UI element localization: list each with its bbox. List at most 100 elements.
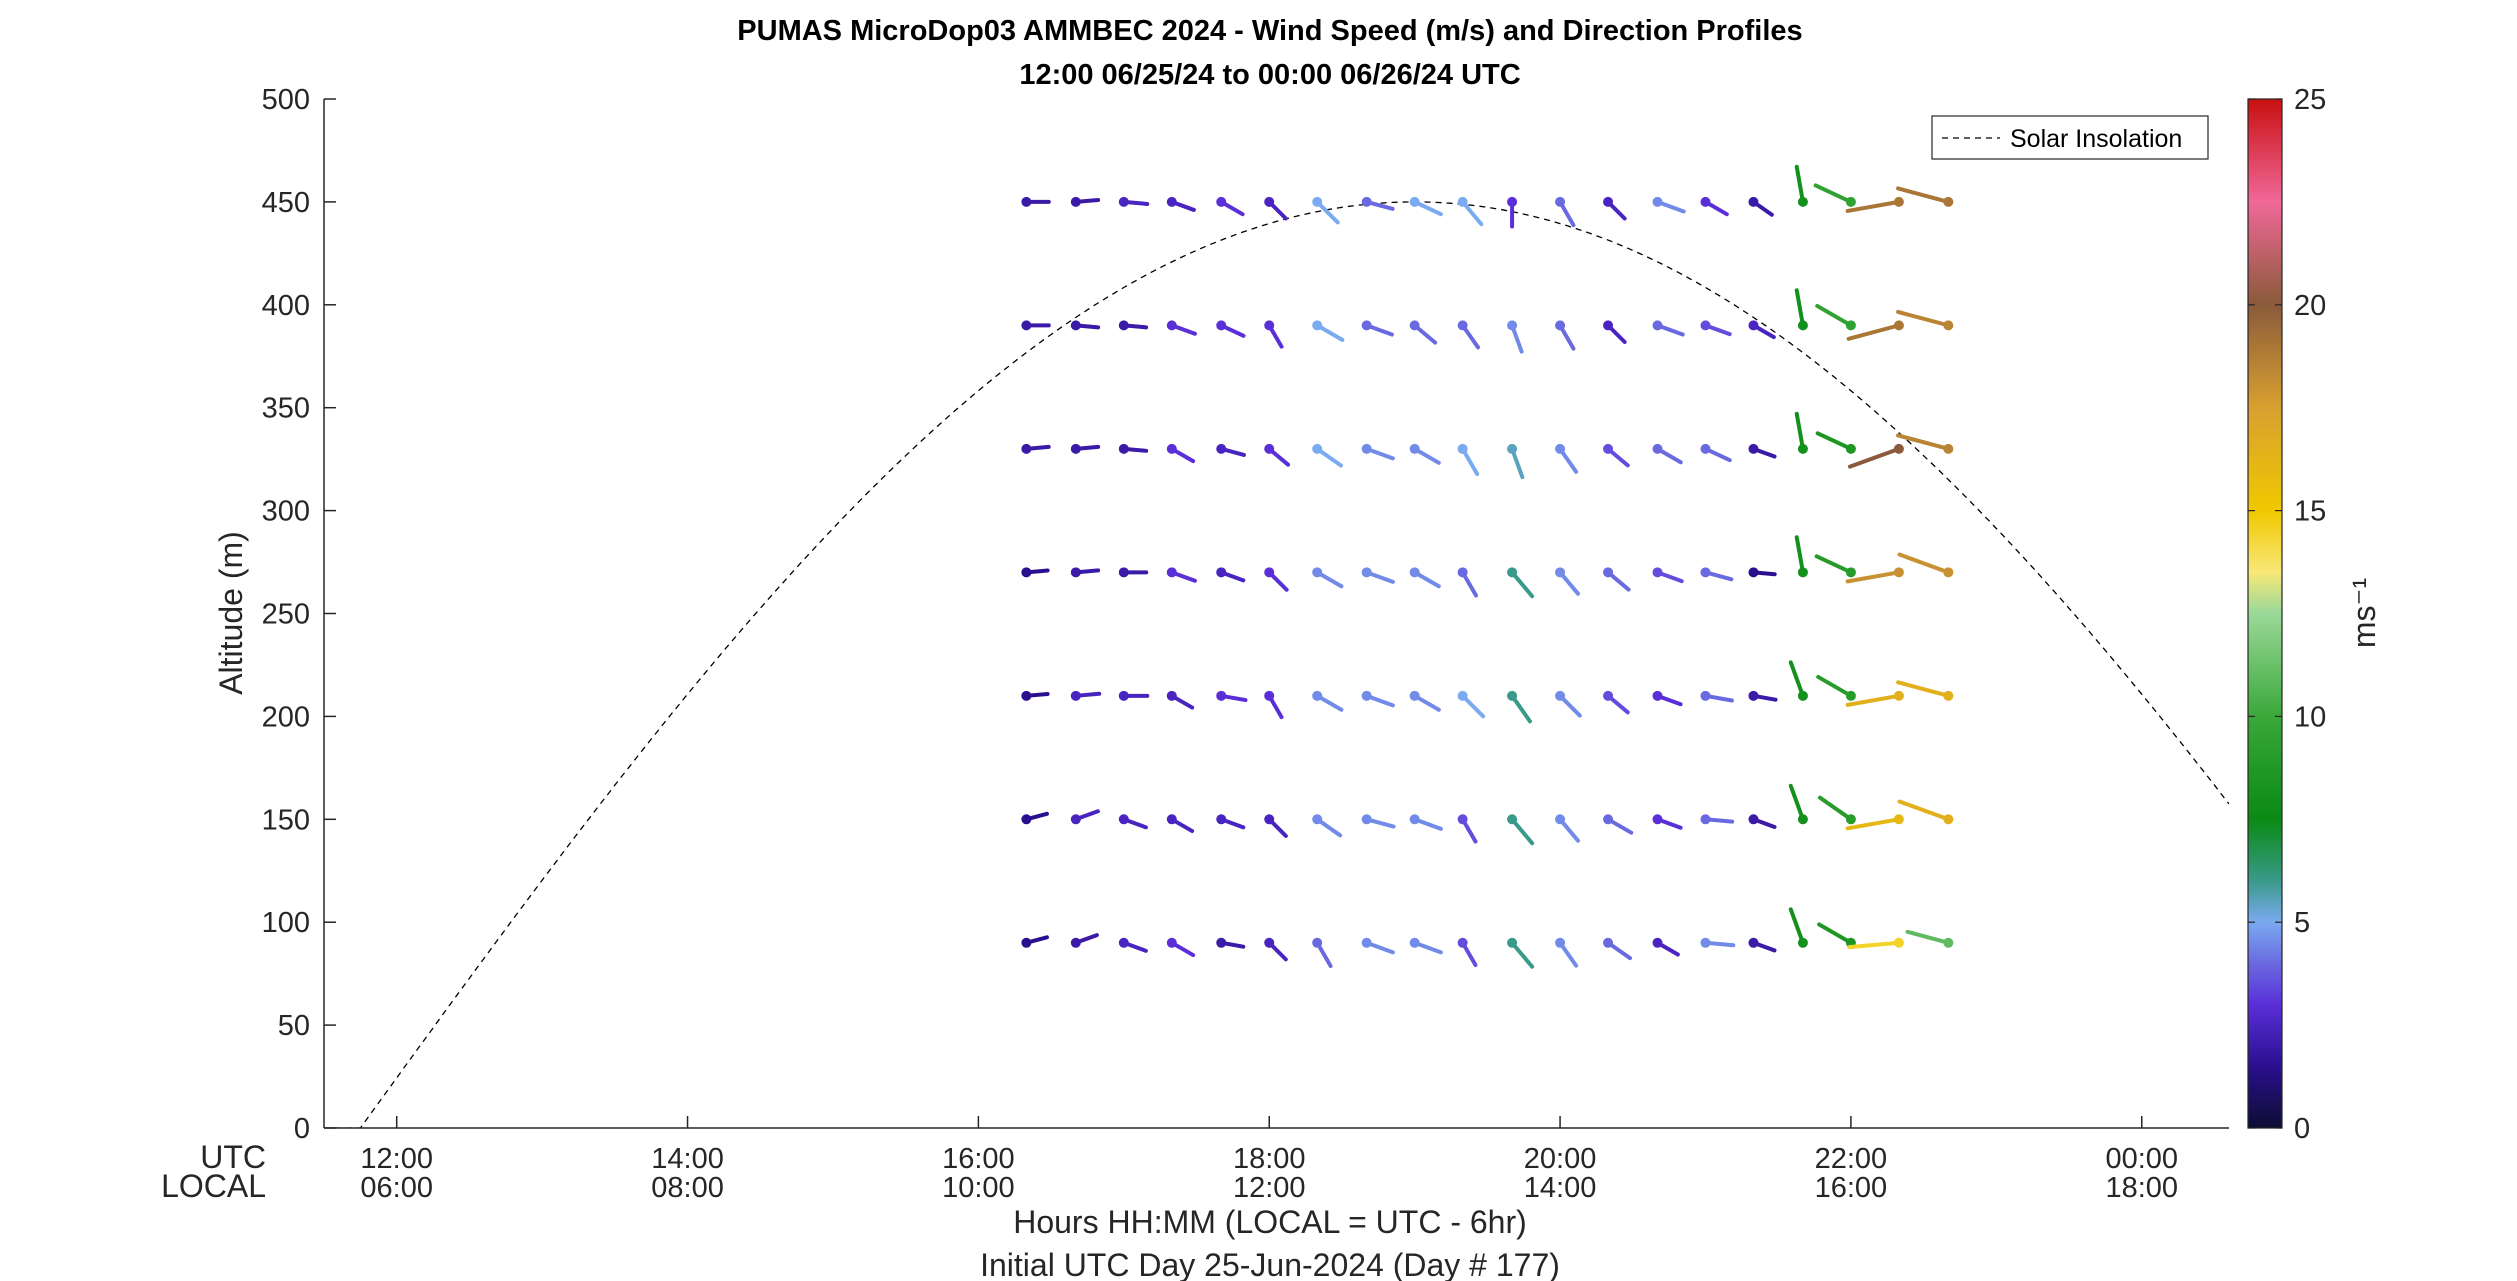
wind-barb-shaft [1794, 535, 1805, 575]
wind-barb-point [1457, 937, 1468, 948]
colorbar-tick-label: 10 [2294, 701, 2326, 733]
x-tick-label-local: 14:00 [1524, 1172, 1597, 1204]
wind-barb-point [1555, 690, 1566, 701]
wind-profile-column [1845, 196, 1904, 950]
wind-barb-point [1264, 320, 1275, 331]
y-tick-label: 50 [278, 1010, 310, 1042]
wind-barb-point [1943, 567, 1954, 578]
wind-barb-point [1264, 690, 1275, 701]
wind-profile-column [1603, 196, 1634, 961]
wind-barbs [1021, 164, 1954, 969]
wind-barb-point [1652, 443, 1663, 454]
wind-barb-point [1845, 814, 1856, 825]
wind-profile-column [1652, 196, 1686, 957]
wind-barb-point [1603, 443, 1614, 454]
wind-barb-point [1652, 196, 1663, 207]
wind-barb-point [1943, 937, 1954, 948]
wind-barb-point [1943, 443, 1954, 454]
wind-barb-point [1652, 567, 1663, 578]
wind-barb-point [1943, 814, 1954, 825]
wind-barb-point [1797, 443, 1808, 454]
wind-barb-point [1361, 567, 1372, 578]
wind-barb-point [1070, 567, 1081, 578]
wind-barb-point [1507, 690, 1518, 701]
x-tick-label-local: 08:00 [651, 1172, 724, 1204]
wind-barb-point [1797, 320, 1808, 331]
wind-profile-column [1021, 196, 1051, 948]
wind-barb-point [1748, 690, 1759, 701]
wind-profile-column [1457, 196, 1486, 968]
chart-title: PUMAS MicroDop03 AMMBEC 2024 - Wind Spee… [737, 15, 1802, 47]
wind-barb-point [1361, 443, 1372, 454]
wind-barb-point [1312, 937, 1323, 948]
wind-barb-point [1021, 690, 1032, 701]
wind-barb-point [1845, 320, 1856, 331]
wind-barb-shaft [1847, 940, 1901, 950]
wind-barb-point [1893, 690, 1904, 701]
x-tick-label-utc: 22:00 [1815, 1143, 1888, 1175]
wind-barb-point [1603, 320, 1614, 331]
wind-barb-point [1603, 690, 1614, 701]
x-axis-label-day: Initial UTC Day 25-Jun-2024 (Day # 177) [980, 1247, 1560, 1281]
colorbar-tick-label: 25 [2294, 84, 2326, 116]
plot-area [324, 99, 2229, 1128]
y-axis: 0 50 100 150 200 250 300 350 400 450 500 [262, 84, 336, 1145]
y-tick-label: 400 [262, 290, 310, 322]
wind-barb-point [1893, 320, 1904, 331]
wind-profile-column [1216, 196, 1248, 949]
wind-barb-point [1312, 196, 1323, 207]
wind-barb-point [1166, 937, 1177, 948]
wind-barb-point [1216, 320, 1227, 331]
wind-barb-point [1457, 690, 1468, 701]
wind-barb-point [1603, 567, 1614, 578]
wind-barb-point [1507, 443, 1518, 454]
wind-barb-point [1845, 443, 1856, 454]
wind-profile-column [1312, 196, 1345, 968]
wind-barb-point [1409, 937, 1420, 948]
wind-barb-shaft [1896, 433, 1951, 451]
wind-barb-point [1216, 814, 1227, 825]
wind-barb-point [1118, 937, 1129, 948]
y-tick-label: 350 [262, 393, 310, 425]
wind-barb-point [1070, 937, 1081, 948]
wind-barb-point [1216, 196, 1227, 207]
wind-barb-shaft [1794, 164, 1805, 204]
wind-barb-point [1457, 320, 1468, 331]
wind-barb-shaft [1896, 309, 1951, 328]
wind-barb-shaft [1896, 186, 1951, 204]
wind-barb-point [1312, 443, 1323, 454]
wind-barb-point [1216, 443, 1227, 454]
wind-barb-point [1409, 196, 1420, 207]
x-tick-label-local: 12:00 [1233, 1172, 1306, 1204]
wind-barb-point [1845, 196, 1856, 207]
wind-barb-shaft [1794, 411, 1805, 451]
wind-barb-point [1021, 937, 1032, 948]
wind-barb-point [1070, 814, 1081, 825]
wind-profile-column [1361, 196, 1396, 955]
wind-barb-point [1361, 320, 1372, 331]
colorbar-label: ms⁻¹ [2346, 578, 2382, 648]
x-tick-label-utc: 20:00 [1524, 1143, 1597, 1175]
x-axis: 12:0006:0014:0008:0016:0010:0018:0012:00… [360, 1116, 2178, 1204]
wind-barb-point [1507, 814, 1518, 825]
y-tick-label: 150 [262, 804, 310, 836]
wind-barb-shaft [1788, 783, 1805, 822]
wind-barb-point [1118, 690, 1129, 701]
wind-barb-point [1797, 690, 1808, 701]
wind-profile-column [1264, 196, 1291, 962]
wind-barb-point [1943, 690, 1954, 701]
wind-barb-point [1700, 937, 1711, 948]
wind-barb-point [1457, 443, 1468, 454]
wind-barb-shaft [1510, 446, 1525, 480]
wind-barb-shaft [1896, 680, 1951, 698]
colorbar-tick-label: 15 [2294, 496, 2326, 528]
y-tick-label: 450 [262, 187, 310, 219]
wind-barb-shaft [1813, 183, 1853, 204]
wind-barb-point [1748, 443, 1759, 454]
wind-barb-point [1748, 814, 1759, 825]
wind-barb-point [1700, 690, 1711, 701]
wind-barb-shaft [1814, 554, 1853, 575]
x-tick-label-utc: 16:00 [942, 1143, 1015, 1175]
wind-barb-point [1555, 443, 1566, 454]
